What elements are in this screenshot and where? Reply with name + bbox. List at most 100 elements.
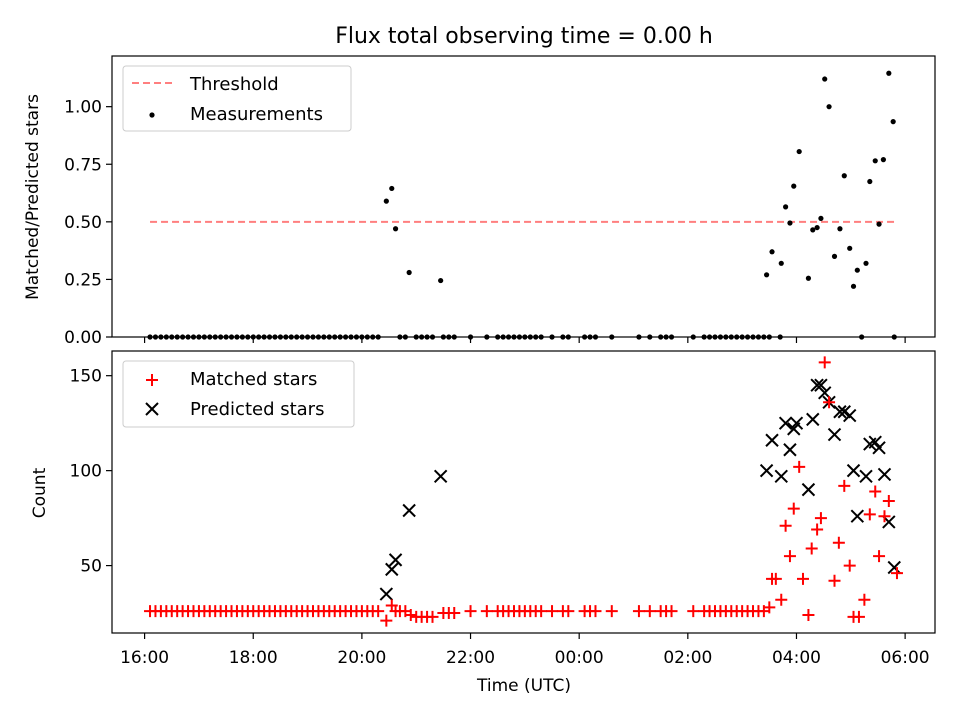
measurement-point <box>890 119 896 125</box>
predicted-star-marker <box>859 469 873 484</box>
predicted-star-marker <box>402 503 416 518</box>
measurement-point <box>438 277 444 284</box>
predicted-star-marker <box>833 405 847 419</box>
matched-star-marker <box>878 510 891 523</box>
matched-star-marker <box>380 614 393 627</box>
measurement-point <box>826 104 832 110</box>
predicted-star-marker <box>801 482 816 497</box>
measurement-point <box>850 283 857 289</box>
predicted-star-marker <box>877 467 892 482</box>
matched-star-marker <box>632 605 645 618</box>
measurement-point <box>778 260 784 266</box>
predicted-star-marker <box>868 435 882 449</box>
matched-star-marker <box>372 605 385 618</box>
measurement-point <box>822 76 828 82</box>
matched-star-marker <box>769 572 782 585</box>
predicted-star-marker <box>850 509 865 523</box>
legend-matched-swatch <box>146 374 158 386</box>
legend-threshold-label: Threshold <box>189 74 279 95</box>
matched-star-marker <box>852 610 865 623</box>
top-legend: Threshold Measurements <box>122 65 352 132</box>
measurement-point <box>769 249 775 255</box>
measurement-point <box>805 275 812 281</box>
bottom-panel: 50 100 150 16:00 18:00 20:00 22:00 00:00 02:00 0… <box>30 350 936 696</box>
top-y-tick-label: 0.25 <box>64 270 102 290</box>
matched-star-marker <box>811 523 824 536</box>
legend-matched-label: Matched stars <box>190 369 317 390</box>
matched-star-marker <box>546 605 559 618</box>
predicted-star-marker <box>765 433 779 447</box>
chart-title: Flux total observing time = 0.00 h <box>335 24 713 49</box>
top-y-tick-label: 1.00 <box>64 98 102 118</box>
measurement-point <box>880 157 886 163</box>
matched-star-marker <box>796 572 809 585</box>
predicted-star-marker <box>814 378 828 392</box>
predicted-star-marker <box>379 587 394 601</box>
matched-star-marker <box>763 601 776 614</box>
predicted-star-marker <box>872 441 886 455</box>
matched-star-marker <box>828 574 841 587</box>
matched-star-marker <box>643 605 656 618</box>
measurement-point <box>814 224 820 231</box>
predicted-star-marker <box>778 416 793 430</box>
measurement-point <box>854 267 860 273</box>
predicted-star-marker <box>887 560 901 575</box>
predicted-star-marker <box>827 427 842 442</box>
matched-star-marker <box>535 605 548 618</box>
x-tick-label: 06:00 <box>881 648 930 668</box>
measurement-point <box>841 173 847 179</box>
measurement-point <box>837 226 843 232</box>
bottom-y-tick-label: 100 <box>70 462 102 482</box>
measurement-point <box>796 148 802 155</box>
matched-star-marker <box>869 485 882 498</box>
legend-predicted-swatch <box>145 402 159 416</box>
legend-measurements-swatch <box>149 112 155 118</box>
measurement-point <box>392 226 399 232</box>
matched-star-marker <box>687 605 700 618</box>
top-legend-box <box>122 65 352 132</box>
measurement-point <box>406 269 412 276</box>
matched-star-marker <box>802 608 815 621</box>
matched-star-marker <box>480 605 493 618</box>
x-tick-label: 00:00 <box>555 648 604 668</box>
measurement-point <box>818 215 824 221</box>
measurement-point <box>791 183 797 189</box>
predicted-star-marker <box>806 412 820 427</box>
predicted-star-marker <box>843 408 857 423</box>
matched-star-marker <box>805 542 818 555</box>
matched-star-marker <box>448 607 461 620</box>
bottom-axes-frame <box>111 350 936 634</box>
measurement-point <box>831 253 838 259</box>
measurement-point <box>886 70 892 76</box>
matched-star-marker <box>404 608 417 621</box>
predicted-star-marker <box>774 469 788 484</box>
top-y-ticks: 0.00 0.25 0.50 0.75 1.00 <box>64 98 112 348</box>
matched-star-marker <box>863 508 876 521</box>
predicted-star-marker <box>385 562 399 577</box>
matched-star-marker <box>823 396 836 409</box>
x-tick-label: 18:00 <box>229 648 278 668</box>
measurement-point <box>876 221 882 227</box>
x-tick-label: 02:00 <box>663 648 712 668</box>
matched-star-marker <box>779 519 792 532</box>
predicted-star-marker <box>388 553 403 567</box>
x-tick-label: 20:00 <box>337 648 386 668</box>
measurement-point <box>810 227 816 233</box>
x-axis-label: Time (UTC) <box>476 676 571 696</box>
matched-star-marker <box>783 550 796 563</box>
legend-measurements-label: Measurements <box>190 104 323 125</box>
predicted-star-marker <box>759 463 774 478</box>
top-panel: 0.00 0.25 0.50 0.75 1.00 Matched/Predicted s… <box>23 55 936 348</box>
measurement-point <box>763 272 770 278</box>
matched-star-marker <box>775 593 788 606</box>
predicted-star-marker <box>783 443 797 457</box>
matched-star-marker <box>873 550 886 563</box>
top-x-ticks <box>143 337 906 343</box>
predicted-star-marker <box>789 416 804 430</box>
matched-star-marker <box>464 605 477 618</box>
bottom-y-ticks: 50 100 150 <box>70 367 112 577</box>
matched-star-marker <box>605 605 618 618</box>
matched-star-marker <box>814 512 827 525</box>
top-y-tick-label: 0.00 <box>64 328 102 348</box>
matched-star-marker <box>818 356 831 369</box>
